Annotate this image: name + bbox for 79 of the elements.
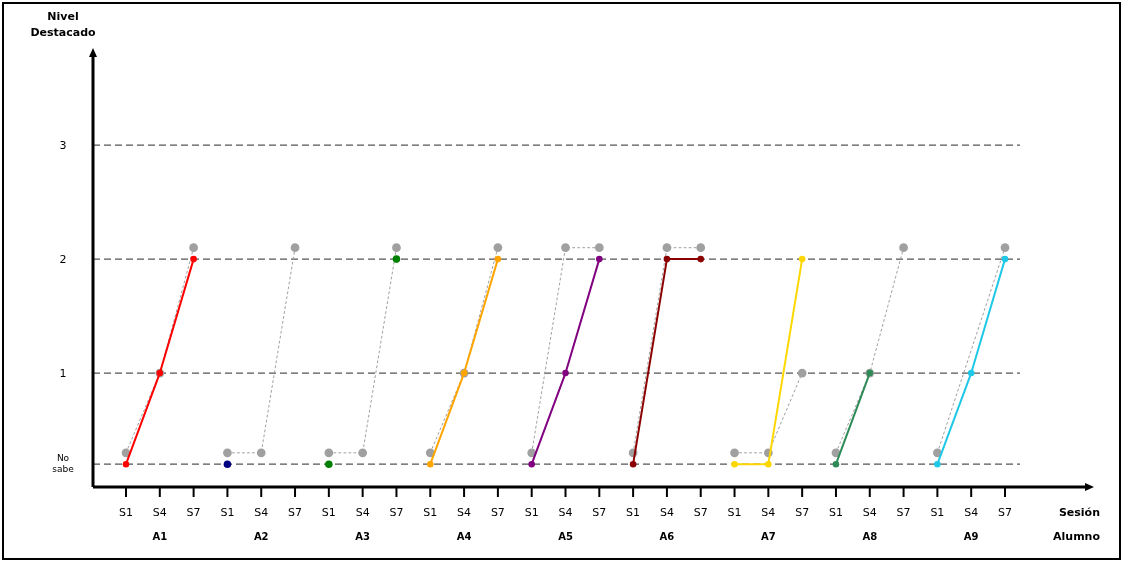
x-tick-label: S4	[862, 506, 877, 519]
y-tick-label: No sabe	[52, 453, 75, 475]
x-tick-label: S4	[254, 506, 269, 519]
point	[392, 243, 401, 253]
x-tick-label: S7	[998, 506, 1012, 519]
x-tick-label: S1	[220, 506, 235, 519]
point	[392, 255, 401, 263]
y-axis-title: Nivel Destacado	[30, 10, 97, 39]
text: A8	[862, 531, 878, 542]
x-tick-label: S4	[457, 506, 472, 519]
point	[426, 460, 434, 468]
text: A7	[760, 531, 776, 542]
y-tick-label: 1	[59, 367, 67, 381]
x-tick-label: S1	[119, 506, 133, 519]
point	[358, 448, 368, 458]
x-axis-title: Sesión	[1058, 506, 1100, 519]
point	[663, 255, 671, 263]
point	[967, 369, 975, 377]
point	[596, 255, 603, 263]
x-tick-label: S1	[524, 506, 539, 519]
x-tick-label: S4	[659, 506, 674, 519]
point	[899, 243, 908, 253]
point	[697, 255, 705, 263]
point	[122, 460, 130, 468]
point	[629, 460, 637, 468]
point	[696, 243, 706, 253]
x-tick-label: S7	[490, 506, 505, 519]
point	[223, 460, 232, 468]
x-tick-label: S1	[727, 506, 742, 519]
point	[561, 243, 570, 253]
point	[798, 255, 806, 263]
y-tick-label: 3	[59, 139, 67, 153]
text: A3	[355, 531, 371, 542]
x-tick-label: S1	[423, 506, 438, 519]
point	[324, 448, 334, 458]
point	[325, 460, 333, 468]
x-tick-label: S4	[152, 506, 167, 519]
x-tick-label: S7	[288, 506, 303, 519]
point	[832, 460, 840, 468]
point	[223, 448, 232, 458]
point	[190, 255, 197, 263]
point	[731, 460, 738, 468]
point	[493, 243, 503, 253]
x-tick-label: S4	[964, 506, 979, 519]
point	[594, 243, 604, 253]
x-tick-label: S1	[626, 506, 641, 519]
point	[562, 369, 569, 377]
x-tick-label: S4	[761, 506, 776, 519]
text: Alumno	[1053, 530, 1101, 543]
text: A5	[558, 531, 573, 542]
x-tick-label: S4	[558, 506, 573, 519]
x-tick-label: S4	[355, 506, 370, 519]
point	[662, 243, 672, 253]
text: A4	[456, 531, 472, 542]
point	[765, 460, 772, 468]
point	[1000, 243, 1010, 253]
text: A2	[253, 531, 269, 542]
x-tick-label: S7	[186, 506, 201, 519]
x-tick-label: S1	[930, 506, 945, 519]
point	[797, 368, 807, 378]
x-tick-label: S1	[321, 506, 336, 519]
point	[1001, 255, 1009, 263]
x-tick-label: S7	[693, 506, 708, 519]
x-tick-label: S7	[795, 506, 810, 519]
point	[528, 460, 535, 468]
point	[189, 243, 198, 253]
text: A6	[659, 531, 675, 542]
text: A9	[963, 531, 979, 542]
text: A1	[152, 531, 168, 542]
point	[290, 243, 300, 253]
x-tick-label: S7	[389, 506, 404, 519]
point	[730, 448, 739, 458]
point	[934, 460, 941, 468]
point	[256, 448, 266, 458]
y-tick-label: 2	[59, 253, 67, 267]
x-tick-label: S1	[828, 506, 843, 519]
x-tick-label: S7	[592, 506, 607, 519]
point	[494, 255, 502, 263]
x-tick-label: S7	[896, 506, 911, 519]
